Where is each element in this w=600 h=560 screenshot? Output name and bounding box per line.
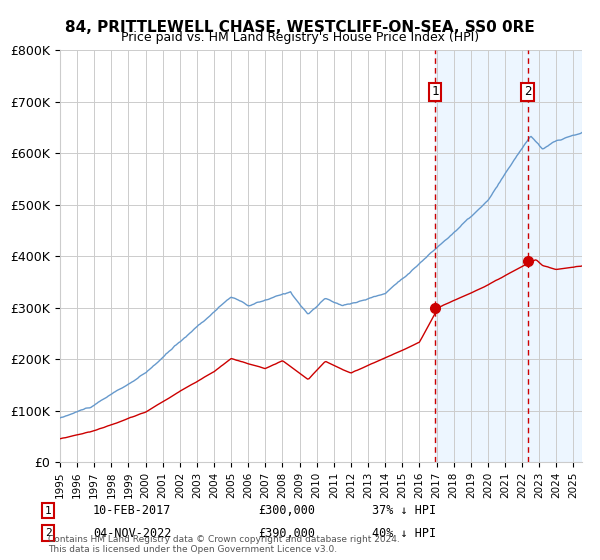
Text: 04-NOV-2022: 04-NOV-2022 [93, 526, 172, 540]
Bar [435, 50, 582, 462]
Text: 1: 1 [431, 85, 439, 98]
Text: 40% ↓ HPI: 40% ↓ HPI [372, 526, 436, 540]
Text: 37% ↓ HPI: 37% ↓ HPI [372, 504, 436, 517]
Text: £300,000: £300,000 [258, 504, 315, 517]
Text: 10-FEB-2017: 10-FEB-2017 [93, 504, 172, 517]
Text: £390,000: £390,000 [258, 526, 315, 540]
Text: 84, PRITTLEWELL CHASE, WESTCLIFF-ON-SEA, SS0 0RE: 84, PRITTLEWELL CHASE, WESTCLIFF-ON-SEA,… [65, 20, 535, 35]
Text: 2: 2 [524, 85, 532, 98]
Text: 1: 1 [44, 506, 52, 516]
Text: 2: 2 [44, 528, 52, 538]
Text: Contains HM Land Registry data © Crown copyright and database right 2024.
This d: Contains HM Land Registry data © Crown c… [48, 535, 400, 554]
Text: Price paid vs. HM Land Registry's House Price Index (HPI): Price paid vs. HM Land Registry's House … [121, 31, 479, 44]
